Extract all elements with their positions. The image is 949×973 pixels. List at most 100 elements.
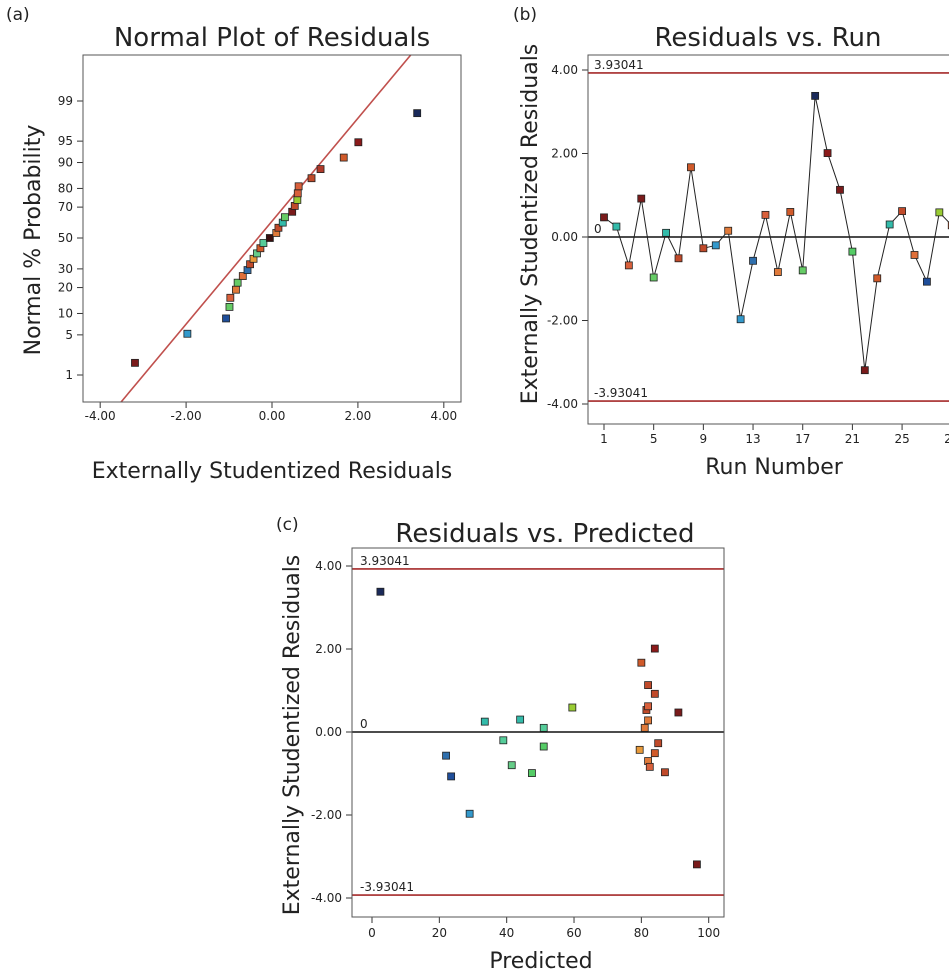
panel-a-title: Normal Plot of Residuals: [114, 23, 430, 53]
panel-b-plot-area: 3.93041 -3.93041 0: [588, 58, 949, 402]
panel-b-ylabel: Externally Studentized Residuals: [518, 44, 543, 405]
panel-a-point: [183, 329, 192, 338]
panel-a-ylabel: Normal % Probability: [21, 125, 46, 356]
panel-b-xtick-label: 21: [845, 432, 860, 446]
panel-b-xtick-label: 5: [650, 432, 658, 446]
panel-c-ytick-label: 0.00: [315, 725, 342, 739]
panel-c-point: [528, 769, 536, 777]
panel-b-point: [898, 207, 906, 216]
panel-a-point: [339, 153, 348, 162]
panel-b-point: [662, 228, 670, 237]
panel-b-point: [885, 220, 894, 229]
panel-b-point: [836, 185, 844, 194]
panel-b-lower-limit-label: -3.93041: [594, 386, 648, 400]
panel-b-tag: (b): [513, 5, 537, 25]
panel-a-point: [293, 189, 302, 198]
panel-a-point: [225, 303, 234, 311]
panel-c-point: [447, 772, 456, 781]
panel-a-ytick-label: 5: [65, 328, 73, 342]
panel-c-xtick-label: 80: [634, 926, 649, 940]
panel-a-ytick-label: 70: [58, 200, 73, 214]
panel-b-point: [910, 251, 919, 259]
panel-c-point: [480, 717, 489, 726]
panel-c-frame: [351, 547, 725, 918]
panel-c-ticks: 0 20 40 60 80 100 -4.00 -2.00 0.00 2.00 4.00: [311, 559, 720, 940]
panel-c-point: [442, 751, 450, 760]
panel-c-lower-limit-label: -3.93041: [360, 880, 414, 894]
panel-b-ytick-label: -2.00: [547, 314, 578, 328]
panel-b-series-line: [603, 95, 949, 371]
panel-c-xtick-label: 60: [566, 926, 581, 940]
panel-a-ytick-label: 10: [58, 306, 73, 320]
panel-c-point: [516, 715, 525, 724]
panel-b-point: [699, 244, 708, 253]
panel-a-point: [222, 314, 230, 323]
panel-c-plot-area: 3.93041 -3.93041 0: [352, 554, 724, 896]
panel-b-xtick-label: 9: [700, 432, 708, 446]
panel-c-title: Residuals vs. Predicted: [395, 519, 694, 549]
panel-a-ytick-label: 90: [58, 156, 73, 170]
panel-a-ytick-label: 95: [58, 134, 73, 148]
panel-a-xtick-label: 2.00: [345, 409, 372, 423]
panel-b-point: [612, 222, 621, 231]
panel-a-frame: [82, 54, 462, 403]
panel-a-ytick-label: 80: [58, 181, 73, 195]
panel-b-ytick-label: 4.00: [551, 63, 578, 77]
panel-c-point: [644, 702, 652, 711]
panel-c-xtick-label: 40: [499, 926, 514, 940]
panel-b-point: [860, 366, 869, 375]
panel-b-xtick-label: 17: [795, 432, 810, 446]
panel-c-point: [640, 723, 649, 732]
panel-a-point: [316, 165, 325, 173]
panel-b-xtick-label: 1: [600, 432, 608, 446]
panel-b-point: [848, 247, 857, 256]
panel-b: (b) Residuals vs. Run Run Number Externa…: [513, 5, 949, 480]
panel-b-point: [798, 266, 807, 275]
panel-b-point: [637, 194, 646, 203]
panel-c-xlabel: Predicted: [489, 949, 592, 973]
panel-b-point: [823, 149, 832, 157]
panel-c-point: [637, 658, 646, 667]
panel-a-point: [280, 213, 289, 222]
panel-a-point: [238, 272, 247, 280]
panel-b-upper-limit-label: 3.93041: [594, 58, 644, 72]
panel-a-ytick-label: 50: [58, 231, 73, 245]
panel-b-xtick-label: 13: [745, 432, 760, 446]
panel-a-xtick-label: -2.00: [171, 409, 202, 423]
panel-a-point: [226, 293, 235, 302]
panel-b-point: [749, 256, 757, 265]
panel-a-xtick-label: 4.00: [430, 409, 457, 423]
panel-b-point: [736, 315, 745, 324]
panel-b-point: [649, 273, 658, 282]
panel-c-point: [644, 716, 652, 725]
panel-c-tag: (c): [276, 515, 299, 535]
panel-c-xtick-label: 20: [432, 926, 447, 940]
panel-b-point: [724, 226, 733, 235]
panel-a-plot-area: [120, 55, 422, 402]
panel-a-point: [274, 223, 283, 232]
panel-c-point: [376, 587, 385, 596]
panel-c-point: [507, 761, 516, 770]
panel-c-point: [650, 644, 659, 653]
panel-c-ylabel: Externally Studentized Residuals: [280, 555, 305, 916]
panel-c-xtick-label: 100: [697, 926, 720, 940]
panel-a-point: [233, 278, 242, 287]
panel-b-point: [773, 268, 782, 276]
panel-c-point: [650, 689, 659, 698]
panel-a-reference-line: [120, 55, 412, 402]
panel-a-point: [131, 358, 139, 367]
panel-c-point: [654, 739, 663, 748]
panel-a-ytick-label: 30: [58, 262, 73, 276]
panel-b-ytick-label: 2.00: [551, 147, 578, 161]
panel-b-xtick-label: 25: [894, 432, 909, 446]
panel-b-zero-label: 0: [594, 222, 602, 236]
panel-c-point: [645, 762, 654, 771]
panel-b-ticks: 1 5 9 13 17 21 25 29 -4.00 -2.00 0.00 2.00 4.00: [547, 63, 949, 446]
panel-c: (c) Residuals vs. Predicted Predicted Ex…: [276, 515, 725, 973]
panel-c-point: [644, 681, 652, 690]
panel-b-point: [711, 241, 720, 250]
panel-a-point: [354, 138, 363, 147]
panel-b-point: [811, 91, 820, 100]
panel-b-ytick-label: 0.00: [551, 230, 578, 244]
panel-c-point: [499, 736, 508, 745]
